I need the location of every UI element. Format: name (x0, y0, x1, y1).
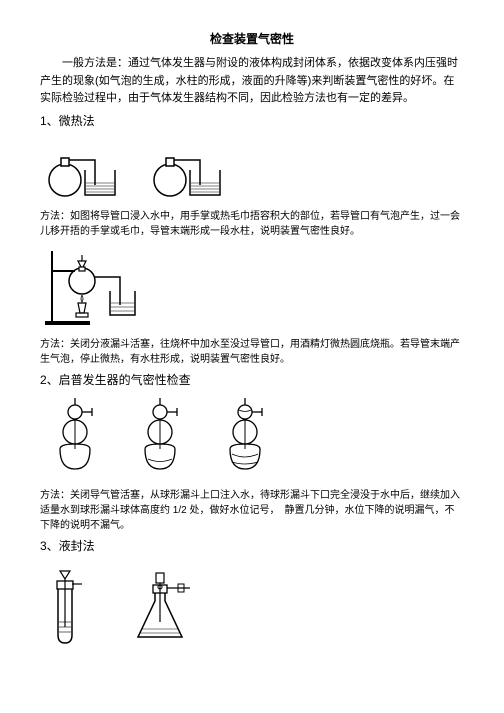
figure-1 (40, 135, 464, 205)
figure-3 (40, 394, 464, 484)
section-2-method: 方法：关闭导气管活塞，从球形漏斗上口注入水，待球形漏斗下口完全浸没于水中后，继续… (40, 488, 464, 533)
section-2-heading: 2、启普发生器的气密性检查 (40, 371, 464, 390)
section-1-method-1: 方法：如图将导管口浸入水中，用手掌或热毛巾捂容积大的部位，若导管口有气泡产生，过… (40, 209, 464, 239)
intro-paragraph: 一般方法是：通过气体发生器与附设的液体构成封闭体系，依据改变体系内压强时产生的现… (40, 55, 464, 108)
page-title: 检查装置气密性 (40, 30, 464, 49)
figure-4 (40, 567, 464, 647)
section-3-heading: 3、液封法 (40, 537, 464, 556)
section-1-heading: 1、微热法 (40, 112, 464, 131)
figure-2 (40, 243, 464, 333)
section-1-method-2: 方法：关闭分液漏斗活塞，往烧杯中加水至没过导管口，用酒精灯微热圆底烧瓶。若导管末… (40, 337, 464, 367)
